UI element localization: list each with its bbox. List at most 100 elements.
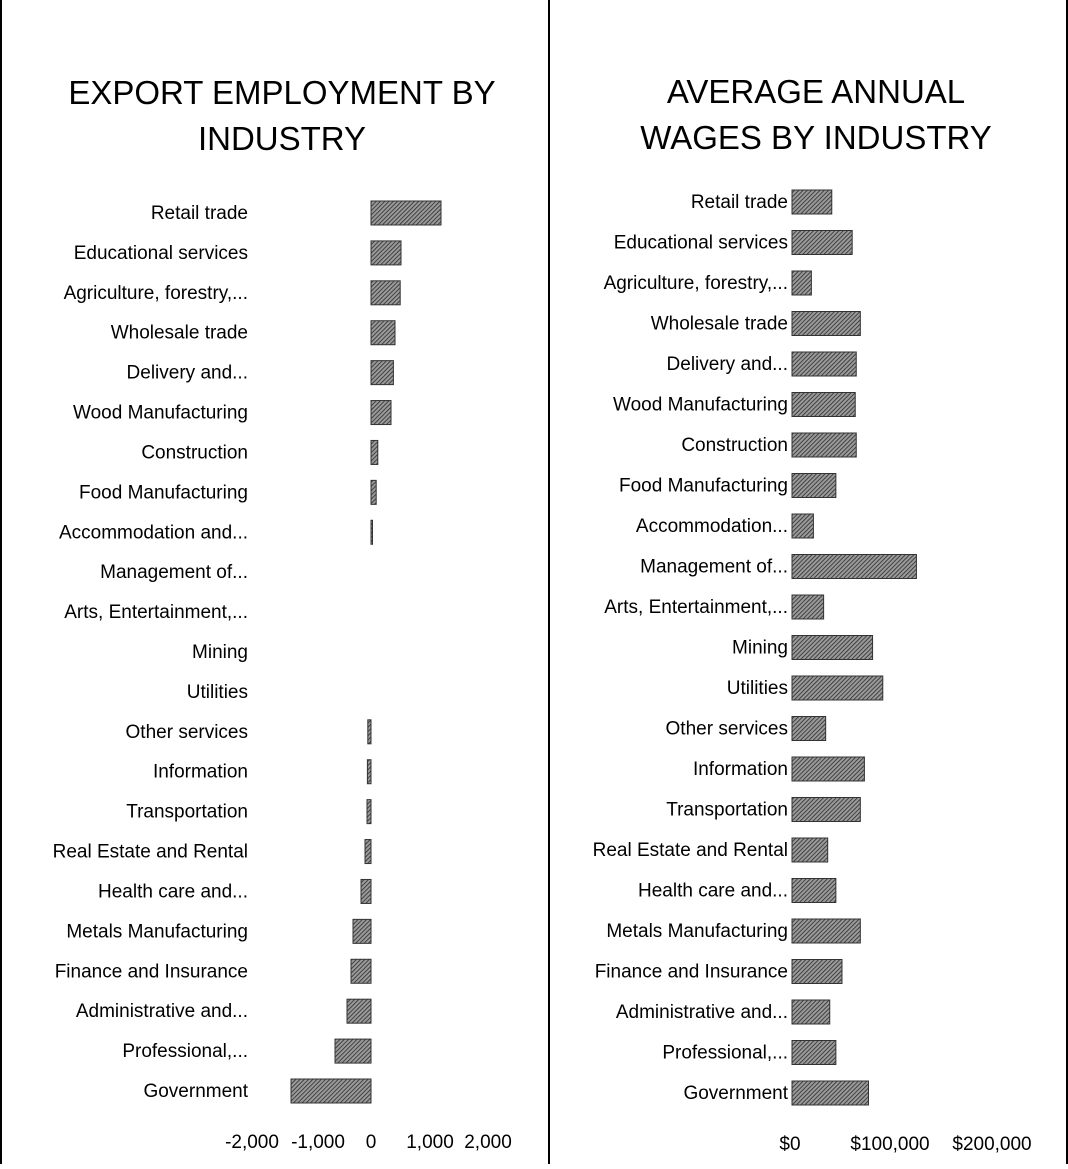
wages-chart-title-line1: AVERAGE ANNUAL	[667, 73, 965, 110]
wages-category-label: Wholesale trade	[651, 314, 788, 335]
export-bar	[334, 1038, 372, 1064]
export-x-tick-label: 1,000	[406, 1132, 454, 1153]
export-category-label: Accommodation and...	[59, 522, 248, 543]
export-category-label: Real Estate and Rental	[53, 842, 248, 863]
export-bar	[290, 1078, 372, 1104]
export-category-label: Finance and Insurance	[55, 961, 248, 982]
export-category-label: Administrative and...	[76, 1001, 248, 1022]
export-employment-chart: Retail trade Educational services Agricult…	[53, 200, 512, 1153]
wages-bar	[791, 189, 833, 215]
wages-bar	[791, 918, 861, 944]
wages-category-label: Health care and...	[638, 881, 788, 902]
wages-category-label: Accommodation...	[636, 516, 788, 537]
wages-bar	[791, 1040, 837, 1065]
wages-bar	[791, 392, 856, 417]
wages-bar	[791, 878, 837, 903]
wages-bar	[791, 513, 814, 539]
export-bar	[366, 799, 372, 825]
export-category-label: Other services	[126, 722, 248, 743]
wages-category-label: Educational services	[614, 233, 788, 254]
export-bar	[364, 839, 372, 865]
wages-bar	[791, 432, 857, 458]
export-category-label: Agriculture, forestry,...	[64, 283, 248, 304]
export-bar	[370, 280, 401, 306]
wages-category-label: Metals Manufacturing	[606, 921, 788, 942]
wages-category-label: Real Estate and Rental	[593, 840, 788, 861]
export-category-label: Construction	[141, 442, 248, 463]
export-bar	[360, 878, 372, 904]
wages-category-label: Finance and Insurance	[595, 962, 788, 983]
export-bar	[370, 320, 396, 346]
wages-bar	[791, 756, 865, 782]
export-chart-title-line2: INDUSTRY	[198, 120, 366, 157]
wages-category-label: Transportation	[666, 800, 788, 821]
wages-bar	[791, 351, 857, 377]
export-bar	[370, 360, 394, 386]
wages-bar	[791, 999, 831, 1025]
wages-category-label: Retail trade	[691, 192, 788, 213]
export-category-label: Wholesale trade	[111, 323, 248, 344]
export-bar	[370, 400, 392, 426]
wages-x-tick-label: $100,000	[850, 1134, 929, 1155]
export-bar	[370, 479, 377, 505]
wages-category-label: Arts, Entertainment,...	[604, 597, 788, 618]
export-bar	[346, 998, 372, 1024]
wages-category-label: Food Manufacturing	[619, 476, 788, 497]
wages-category-label: Wood Manufacturing	[613, 395, 788, 416]
export-bar	[367, 719, 372, 745]
wages-category-label: Delivery and...	[667, 354, 788, 375]
export-bar	[370, 519, 373, 545]
export-category-label: Retail trade	[151, 203, 248, 224]
export-x-tick-label: 2,000	[464, 1132, 512, 1153]
export-category-label: Educational services	[74, 243, 248, 264]
wages-bar	[791, 716, 827, 741]
export-category-label: Wood Manufacturing	[73, 403, 248, 424]
export-category-label: Metals Manufacturing	[66, 921, 248, 942]
wages-category-label: Information	[693, 759, 788, 780]
wages-category-label: Management of...	[640, 557, 788, 578]
wages-category-label: Government	[683, 1083, 788, 1104]
wages-category-label: Administrative and...	[616, 1002, 788, 1023]
average-wages-chart: Retail trade Educational services Agricult…	[593, 189, 1032, 1155]
wages-category-label: Other services	[666, 719, 788, 740]
export-bar	[370, 439, 379, 465]
export-category-label: Information	[153, 762, 248, 783]
export-category-label: Transportation	[126, 802, 248, 823]
wages-category-label: Mining	[732, 638, 788, 659]
export-chart-title-line1: EXPORT EMPLOYMENT BY	[68, 74, 495, 111]
wages-x-tick-label: $200,000	[952, 1134, 1031, 1155]
wages-bar	[791, 837, 829, 863]
export-category-label: Delivery and...	[127, 363, 248, 384]
wages-bar	[791, 554, 917, 579]
wages-bar	[791, 635, 874, 660]
export-bar	[370, 200, 442, 226]
wages-bar	[791, 675, 884, 701]
export-x-tick-label: 0	[366, 1132, 377, 1153]
export-category-label: Government	[143, 1081, 248, 1102]
wages-bar	[791, 959, 843, 984]
wages-category-label: Construction	[681, 435, 788, 456]
wages-bar	[791, 797, 861, 822]
wages-category-label: Utilities	[727, 678, 788, 699]
export-category-label: Health care and...	[98, 881, 248, 902]
export-category-label: Arts, Entertainment,...	[64, 602, 248, 623]
wages-category-label: Professional,...	[662, 1043, 788, 1064]
wages-x-tick-label: $0	[779, 1134, 800, 1155]
wages-chart-title-line2: WAGES BY INDUSTRY	[640, 119, 991, 156]
export-x-tick-label: -1,000	[291, 1132, 345, 1153]
wages-bar	[791, 311, 861, 336]
wages-bar	[791, 594, 825, 620]
export-x-tick-label: -2,000	[225, 1132, 279, 1153]
export-bar	[350, 958, 372, 984]
export-category-label: Mining	[192, 642, 248, 663]
export-category-label: Utilities	[187, 682, 248, 703]
export-category-label: Professional,...	[122, 1041, 248, 1062]
export-bar	[366, 759, 372, 785]
wages-bar	[791, 270, 812, 296]
export-bar	[352, 918, 372, 944]
wages-bar	[791, 230, 853, 255]
export-bar	[370, 240, 402, 266]
wages-bar	[791, 1080, 869, 1106]
